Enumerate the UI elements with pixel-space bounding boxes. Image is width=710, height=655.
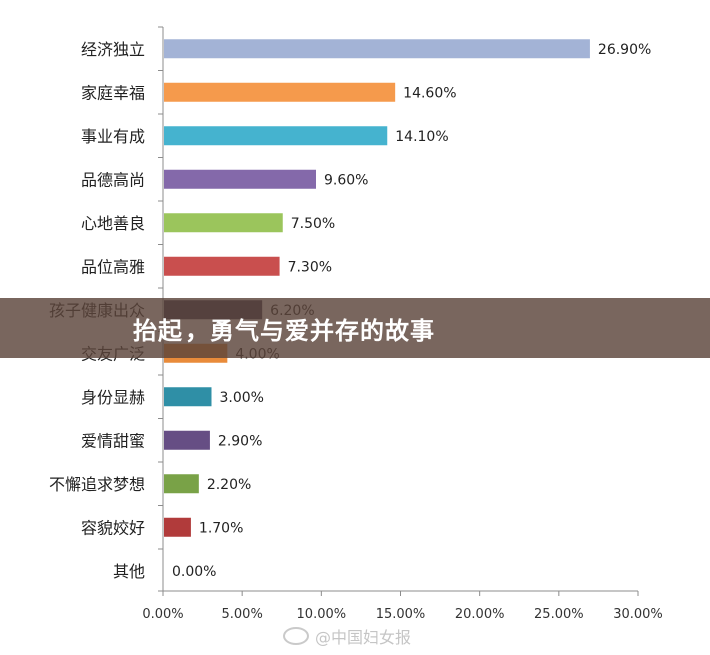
bar bbox=[164, 518, 191, 537]
data-label: 2.90% bbox=[218, 433, 262, 449]
bar bbox=[164, 431, 210, 450]
bar bbox=[164, 257, 280, 276]
x-tick-label: 25.00% bbox=[534, 607, 584, 622]
category-label: 品位高雅 bbox=[81, 257, 145, 276]
data-label: 9.60% bbox=[324, 172, 368, 188]
bar bbox=[164, 170, 316, 189]
data-label: 0.00% bbox=[172, 564, 216, 580]
data-label: 7.50% bbox=[291, 216, 335, 232]
bar bbox=[164, 213, 283, 232]
x-tick-label: 0.00% bbox=[142, 607, 183, 622]
category-label: 爱情甜蜜 bbox=[81, 431, 145, 450]
data-label: 26.90% bbox=[598, 42, 651, 58]
category-label: 不懈追求梦想 bbox=[49, 475, 145, 494]
data-label: 2.20% bbox=[207, 477, 251, 493]
title-banner: 抬起𫓇𫓇，勇气与爱并存的故事 bbox=[0, 298, 710, 358]
category-label: 身份显赫 bbox=[81, 388, 145, 407]
watermark-text: @中国妇女报 bbox=[315, 624, 411, 648]
bar bbox=[164, 474, 199, 493]
category-label: 心地善良 bbox=[81, 214, 145, 233]
bar bbox=[164, 387, 212, 406]
x-tick-label: 15.00% bbox=[376, 607, 426, 622]
watermark: @中国妇女报 bbox=[283, 624, 411, 648]
x-tick-label: 30.00% bbox=[613, 607, 663, 622]
x-tick-label: 5.00% bbox=[222, 607, 263, 622]
data-label: 14.10% bbox=[395, 129, 448, 145]
category-label: 其他 bbox=[113, 562, 145, 581]
bar bbox=[164, 39, 590, 58]
data-label: 7.30% bbox=[288, 259, 332, 275]
data-label: 14.60% bbox=[403, 85, 456, 101]
category-label: 品德高尚 bbox=[81, 170, 145, 189]
weibo-logo-icon bbox=[283, 627, 309, 645]
bar bbox=[164, 83, 395, 102]
category-label: 事业有成 bbox=[81, 127, 145, 146]
category-label: 经济独立 bbox=[81, 40, 145, 59]
bar bbox=[164, 126, 387, 145]
banner-title: 抬起𫓇𫓇，勇气与爱并存的故事 bbox=[133, 311, 435, 346]
x-tick-label: 10.00% bbox=[297, 607, 347, 622]
data-label: 1.70% bbox=[199, 520, 243, 536]
data-label: 3.00% bbox=[220, 390, 264, 406]
category-label: 容貌姣好 bbox=[81, 518, 145, 537]
category-label: 家庭幸福 bbox=[81, 83, 145, 102]
x-tick-label: 20.00% bbox=[455, 607, 505, 622]
